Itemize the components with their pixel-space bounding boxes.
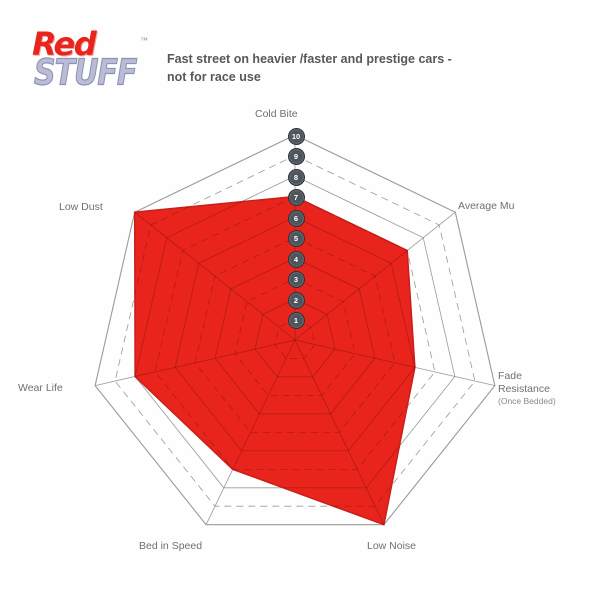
radar-axis-spoke-overlay (294, 211, 415, 341)
radar-grid-ring (94, 134, 496, 526)
axis-label-cold-bite: Cold Bite (255, 108, 298, 120)
axis-label-low-dust: Low Dust (59, 201, 103, 213)
radar-tick-badge: 6 (287, 209, 305, 227)
redstuff-logo: Red STUFF ™ (28, 25, 168, 94)
radar-tick-badge: 9 (287, 148, 305, 165)
radar-tick-badge: 1 (287, 312, 305, 329)
title-line-2: not for race use (167, 70, 261, 85)
radar-tick-badge: 4 (287, 250, 305, 268)
radar-series-polygon (133, 195, 416, 526)
logo-word-red: Red (32, 25, 97, 63)
radar-tick-badge: 10 (287, 127, 305, 145)
radar-tick-badge: 8 (287, 168, 305, 186)
page-title: Fast street on heavier /faster and prest… (167, 50, 507, 86)
radar-series-layer (133, 195, 416, 526)
radar-grid-ring-overlay (174, 216, 415, 452)
radar-axis-spoke-overlay (294, 339, 415, 386)
axis-label-average-mu: Average Mu (458, 200, 515, 212)
axis-label-fade-resistance: Fade Resistance (Once Bedded) (498, 370, 556, 407)
fade-resistance-line-1: Fade (498, 370, 522, 382)
logo-word-stuff: STUFF (33, 52, 137, 94)
radar-grid-ring (114, 155, 476, 507)
fade-resistance-line-2: Resistance (498, 383, 550, 396)
radar-tick-badge: 5 (287, 230, 305, 247)
radar-grid-ring-overlay (254, 298, 336, 378)
axis-label-bed-in-speed: Bed in Speed (139, 540, 203, 552)
radar-axis-spoke-overlay (294, 339, 385, 525)
radar-tick-badge: 7 (287, 189, 305, 206)
radar-grid-ring-overlay (194, 237, 396, 433)
axis-label-low-noise: Low Noise (367, 540, 417, 552)
radar-grid-ring-overlay (134, 196, 415, 489)
fade-resistance-line-3: (Once Bedded) (498, 396, 556, 407)
radar-axis-spoke-overlay (134, 211, 296, 341)
radar-tick-badge: 3 (287, 271, 305, 288)
radar-axis-spoke-overlay (134, 339, 296, 386)
title-line-1: Fast street on heavier /faster and prest… (167, 52, 452, 66)
radar-grid-ring-overlay (234, 278, 356, 396)
radar-tick-badge: 2 (287, 291, 305, 309)
axis-label-wear-life: Wear Life (18, 382, 63, 394)
radar-grid-ring-overlay (214, 257, 376, 415)
trademark-symbol: ™ (140, 36, 148, 45)
radar-grid-ring-overlay (274, 319, 316, 359)
